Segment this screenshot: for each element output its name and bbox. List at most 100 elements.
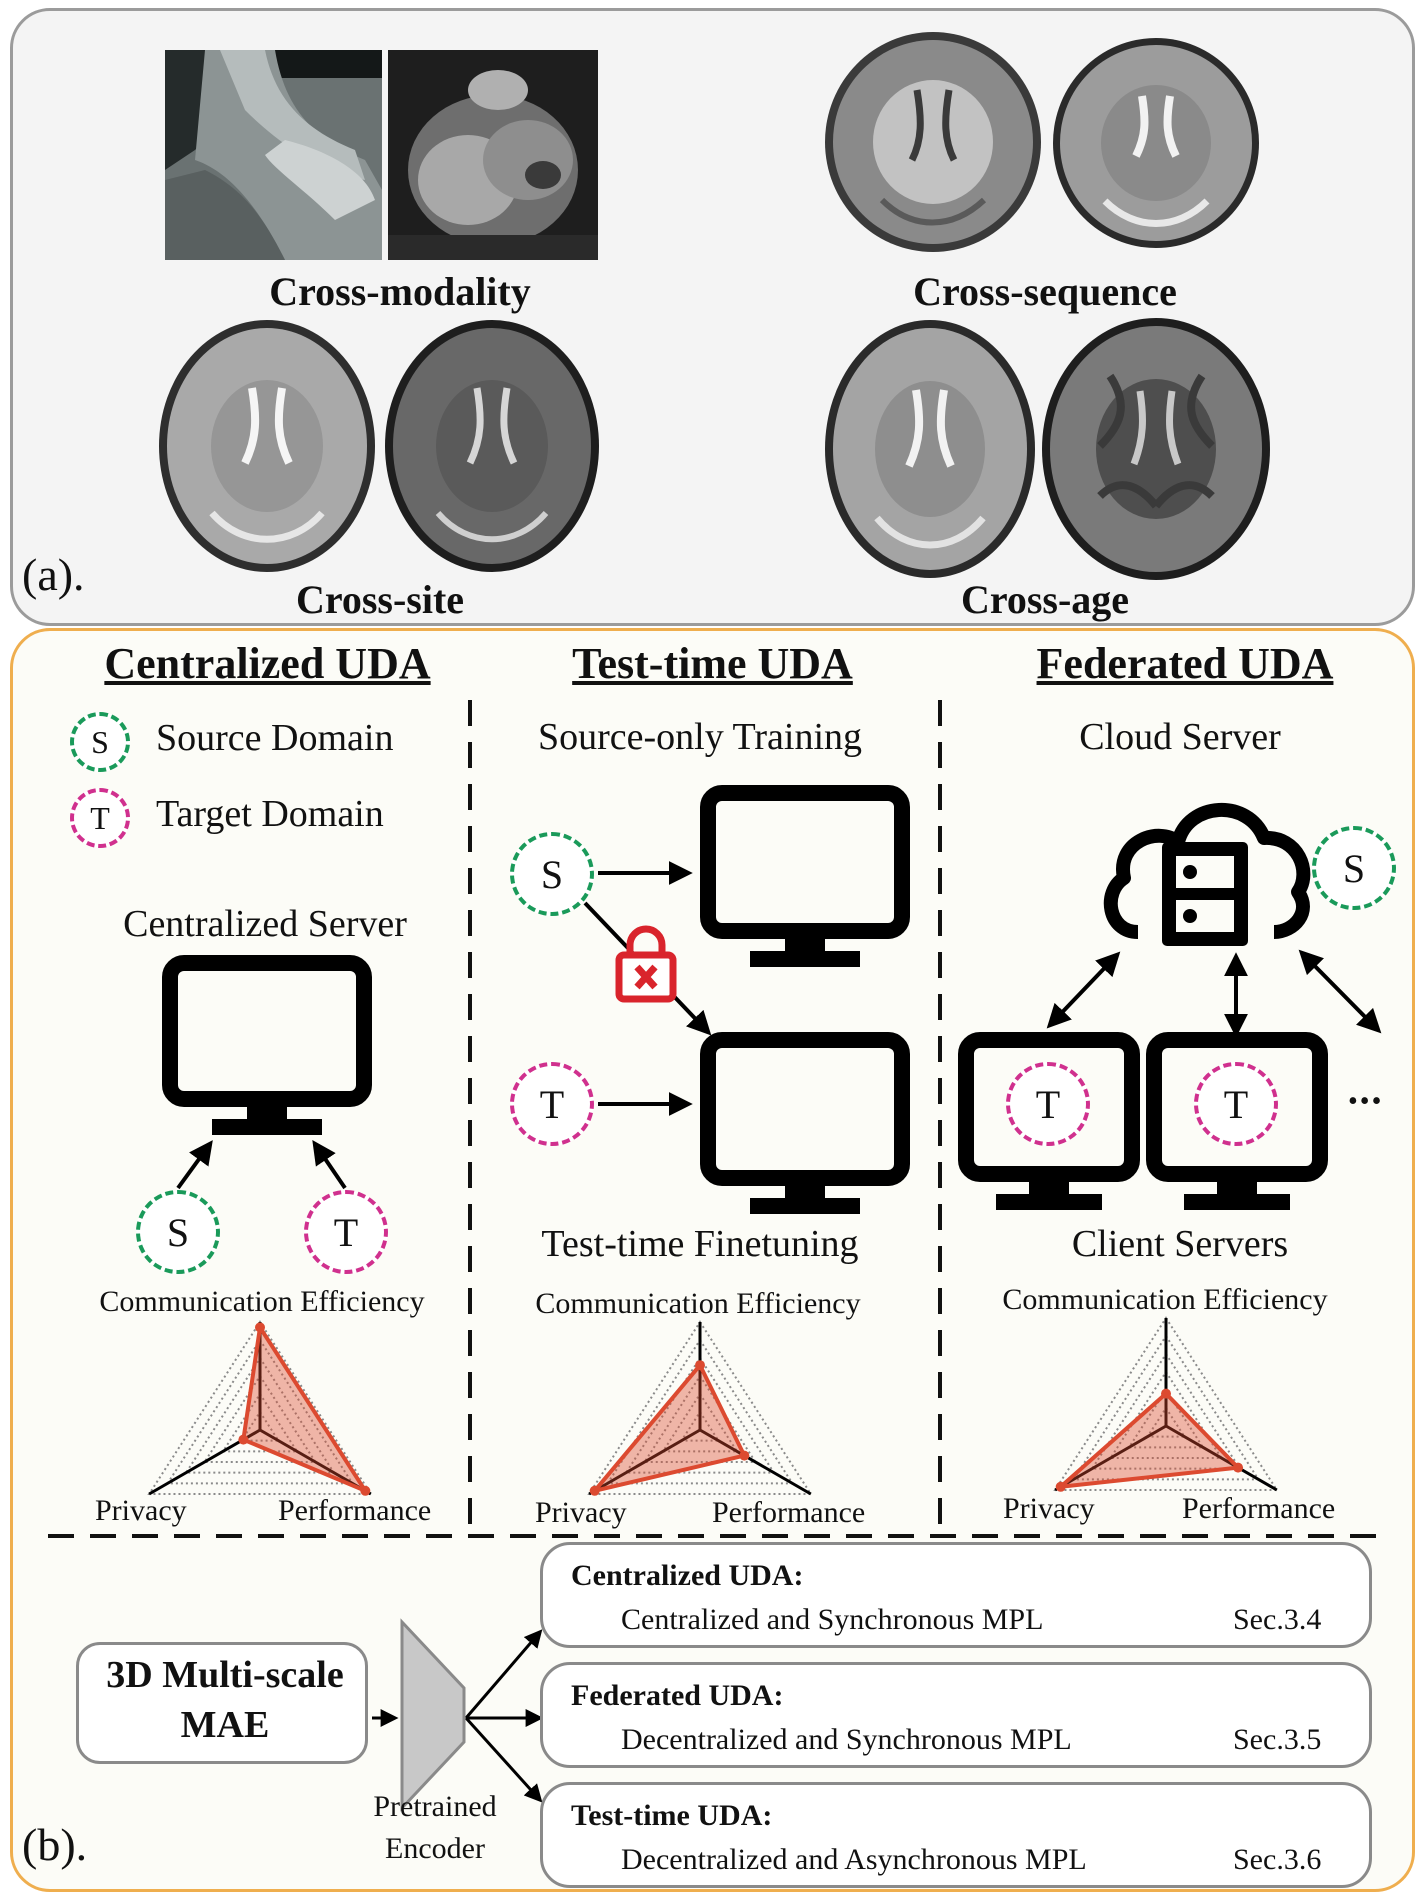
method-desc: Decentralized and Synchronous MPL (621, 1723, 1072, 1756)
federated-source-circle: S (1312, 826, 1396, 910)
monitor-icon (958, 1032, 1140, 1210)
radar-grid (624, 1356, 776, 1474)
legend-target-circle: T (70, 788, 130, 848)
radar-axis-label-performance: Performance (712, 1496, 866, 1529)
radar-axis-label-privacy: Privacy (95, 1494, 187, 1527)
radar-grid (1090, 1352, 1242, 1470)
panel-b-label: (b). (22, 1819, 88, 1870)
method-title: Centralized UDA: (571, 1559, 804, 1592)
radar-data-area (241, 1325, 368, 1493)
radar-chart-testtime (587, 1320, 813, 1496)
radar-chart-federated (1053, 1316, 1279, 1492)
header-federated-uda: Federated UDA (1036, 639, 1334, 688)
radar-axis-label-communication: Communication Efficiency (535, 1287, 861, 1320)
radar-chart-centralized (147, 1320, 373, 1496)
radar-point-privacy (589, 1485, 600, 1496)
legend-target-label: Target Domain (156, 793, 384, 835)
radar-grid (1053, 1316, 1279, 1491)
client-target-circle-1: T (1006, 1062, 1090, 1146)
radar-axis-performance (1165, 1424, 1278, 1492)
ellipsis: ••• (1348, 1086, 1384, 1117)
radar-grid (1127, 1388, 1205, 1449)
legend-source-label: Source Domain (156, 717, 394, 759)
radar-axis-privacy (1054, 1424, 1167, 1492)
radar-point-communication (255, 1322, 265, 1333)
radar-point-performance (739, 1450, 750, 1461)
radar-data-area (1058, 1391, 1241, 1489)
radar-grid (1071, 1334, 1261, 1481)
radar-axis-performance (699, 1428, 812, 1496)
radar-point-communication (1161, 1388, 1171, 1399)
radar-data-area (592, 1363, 747, 1493)
radar-grid (221, 1392, 299, 1453)
radar-grid (1108, 1370, 1224, 1459)
radar-axis-label-communication: Communication Efficiency (1002, 1283, 1328, 1316)
radar-grid (165, 1338, 355, 1485)
radar-point-privacy (238, 1434, 249, 1445)
radar-point-communication (695, 1360, 705, 1371)
radar-grid (605, 1338, 795, 1485)
radar-grid (184, 1356, 336, 1474)
panel-a-label: (a). (22, 549, 85, 600)
mae-box: 3D Multi-scale MAE (76, 1642, 368, 1764)
brain-scan-age-1 (825, 320, 1035, 578)
brain-scan-age-2 (1042, 318, 1270, 580)
brain-scan-seq-2 (1053, 38, 1259, 248)
encoder-trapezoid (400, 1618, 466, 1812)
monitor-icon (1146, 1032, 1328, 1210)
centralized-source-circle: S (136, 1190, 220, 1274)
mae-box-line2: MAE (180, 1704, 270, 1746)
radar-point-performance (1233, 1462, 1244, 1473)
monitor-icon (162, 955, 372, 1135)
lock-icon (615, 925, 677, 1003)
radar-point-privacy (1055, 1481, 1066, 1492)
radar-grid (147, 1320, 373, 1495)
encoder-label-line2: Encoder (385, 1832, 485, 1865)
radar-axis-label-performance: Performance (1182, 1492, 1336, 1525)
header-centralized-uda: Centralized UDA (104, 639, 431, 688)
client-target-circle-2: T (1194, 1062, 1278, 1146)
monitor-icon (700, 1032, 910, 1214)
testtime-finetuning-label: Test-time Finetuning (541, 1223, 859, 1265)
radar-grid (202, 1374, 318, 1463)
cardiac-mr-image (388, 50, 598, 260)
radar-axis-privacy (588, 1428, 701, 1496)
header-testtime-uda: Test-time UDA (572, 639, 853, 688)
cloud-server-label: Cloud Server (1079, 716, 1281, 758)
caption-cross-age: Cross-age (960, 577, 1130, 622)
method-box-centralized: Centralized UDA: Centralized and Synchro… (540, 1542, 1372, 1648)
method-section: Sec.3.6 (1233, 1843, 1322, 1876)
client-servers-label: Client Servers (1071, 1223, 1289, 1265)
source-only-training-label: Source-only Training (537, 716, 863, 758)
caption-cross-site: Cross-site (295, 577, 465, 622)
caption-cross-sequence: Cross-sequence (913, 269, 1177, 314)
centralized-target-circle: T (304, 1190, 388, 1274)
radar-axis-label-performance: Performance (278, 1494, 432, 1527)
cloud-server-icon (1103, 802, 1311, 946)
mae-box-line1: 3D Multi-scale (106, 1654, 344, 1696)
encoder-label-line1: Pretrained (373, 1790, 497, 1823)
radar-axis-label-communication: Communication Efficiency (99, 1285, 425, 1318)
method-title: Federated UDA: (571, 1679, 784, 1712)
method-box-testtime: Test-time UDA: Decentralized and Asynchr… (540, 1782, 1372, 1888)
radar-grid (587, 1320, 813, 1495)
method-section: Sec.3.4 (1233, 1603, 1322, 1636)
brain-scan-site-2 (385, 320, 599, 572)
testtime-source-circle: S (510, 832, 594, 916)
radar-axis-label-privacy: Privacy (1003, 1492, 1095, 1525)
brain-scan-seq-1 (825, 32, 1041, 252)
radar-grid (661, 1392, 739, 1453)
brain-scan-site-1 (159, 320, 375, 572)
method-desc: Centralized and Synchronous MPL (621, 1603, 1044, 1636)
centralized-server-label: Centralized Server (123, 903, 407, 945)
legend-source-circle: S (70, 712, 130, 772)
method-section: Sec.3.5 (1233, 1723, 1322, 1756)
radar-point-performance (360, 1485, 371, 1496)
method-box-federated: Federated UDA: Decentralized and Synchro… (540, 1662, 1372, 1768)
monitor-icon (700, 785, 910, 967)
testtime-target-circle: T (510, 1062, 594, 1146)
